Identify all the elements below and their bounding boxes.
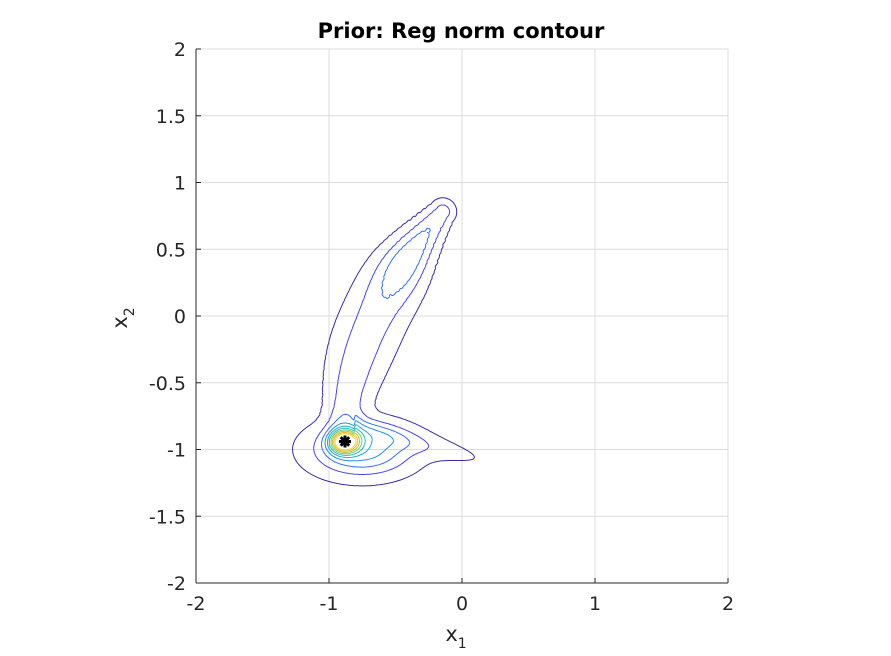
x-axis-label: x1 [445, 622, 466, 652]
contour-level-10 [334, 433, 357, 451]
contour-level-6 [328, 427, 366, 456]
contour-level-1 [292, 197, 476, 487]
grid [195, 48, 729, 584]
y-tick-label-2: -1 [167, 440, 186, 462]
contour-level-9 [333, 432, 359, 452]
y-tick-label-8: 2 [174, 39, 186, 61]
chart-title: Prior: Reg norm contour [318, 19, 605, 43]
contour-plot [292, 197, 476, 487]
contour-level-2 [313, 204, 451, 475]
contour-level-8 [331, 430, 361, 453]
x-axis-label-base: x [445, 622, 457, 646]
x-tick-label-0: -2 [187, 593, 206, 615]
contour-level-3 [321, 227, 431, 468]
contour-level-4 [324, 419, 395, 462]
x-tick-label-1: -1 [320, 593, 339, 615]
y-tick-label-3: -0.5 [149, 373, 186, 395]
minimum-marker [339, 435, 351, 448]
y-tick-label-1: -1.5 [149, 506, 186, 528]
y-tick-label-0: -2 [167, 573, 186, 595]
contour-level-5 [326, 424, 373, 459]
x-tick-label-4: 2 [722, 593, 734, 615]
y-axis-ticks: -2 -1.5 -1 -0.5 0 0.5 1 1.5 2 [149, 39, 201, 595]
x-tick-label-2: 0 [456, 593, 468, 615]
y-axis-label: x2 [108, 307, 138, 328]
y-tick-label-5: 0.5 [156, 239, 186, 261]
x-axis-ticks: -2 -1 0 1 2 [187, 578, 734, 615]
x-tick-label-3: 1 [589, 593, 601, 615]
y-axis-label-sub: 2 [122, 307, 138, 316]
y-tick-label-7: 1.5 [156, 106, 186, 128]
contour-level-7 [330, 429, 363, 455]
y-tick-label-4: 0 [174, 306, 186, 328]
marker-stroke-3 [339, 436, 351, 447]
y-tick-label-6: 1 [174, 173, 186, 195]
y-axis-label-base: x [108, 316, 132, 328]
x-axis-label-sub: 1 [458, 636, 467, 652]
